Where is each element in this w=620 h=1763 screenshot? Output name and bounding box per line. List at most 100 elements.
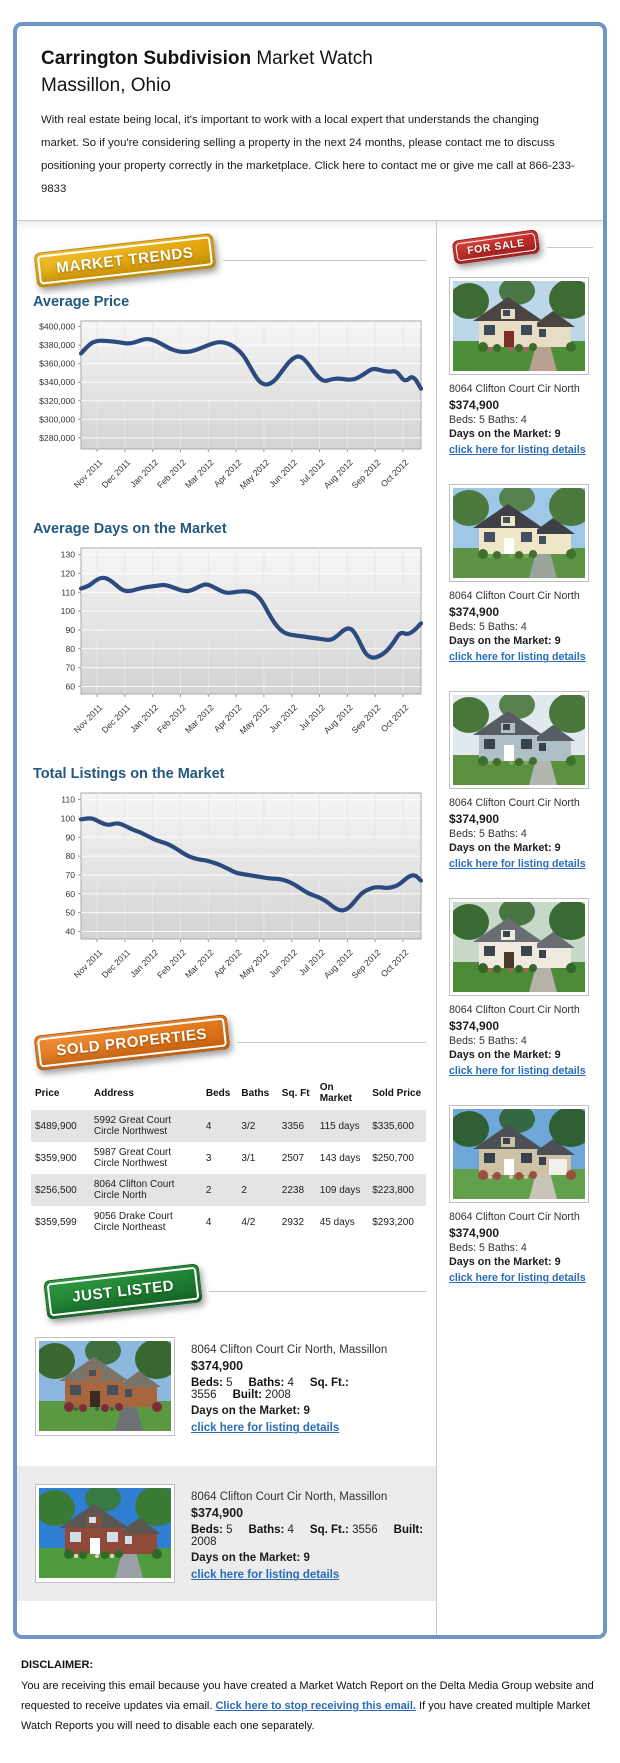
svg-text:May 2012: May 2012 [238,458,272,492]
listing-photo[interactable] [449,484,593,583]
just-listed-item: 8064 Clifton Court Cir North, Massillon … [31,1327,426,1446]
listing-price: $374,900 [449,1019,500,1034]
divider [222,260,426,262]
svg-text:Feb 2012: Feb 2012 [155,948,188,981]
listing-details-link[interactable]: click here for listing details [191,1422,340,1435]
listing-address: 8064 Clifton Court Cir North [449,797,580,810]
listing-price: $374,900 [191,1506,244,1521]
svg-text:Feb 2012: Feb 2012 [155,458,188,491]
listing-photo[interactable] [449,691,593,790]
for-sale-badge-label: FOR SALE [455,232,537,262]
listing-spec: Built: 2008 [191,1524,424,1549]
svg-text:Dec 2011: Dec 2011 [100,703,133,736]
listing-beds-baths: Beds: 5 Baths: 4 [449,621,527,634]
listing-beds-baths: Beds: 5 Baths: 4 [449,414,527,427]
table-cell: 3/1 [241,1152,256,1164]
column-header: On Market [319,1082,353,1105]
just-listed-badge-label: JUST LISTED [46,1267,200,1317]
svg-text:Aug 2012: Aug 2012 [322,703,355,736]
sidebar-listing: 8064 Clifton Court Cir North $374,900 Be… [449,898,593,1079]
listing-photo[interactable] [449,1105,593,1204]
sold-table-body: $489,900 5992 Great Court Circle Northwes… [31,1110,426,1238]
sidebar-listing: 8064 Clifton Court Cir North $374,900 Be… [449,277,593,458]
listing-details-link[interactable]: click here for listing details [191,1569,340,1582]
svg-text:Nov 2011: Nov 2011 [72,458,105,491]
listing-days-on-market: Days on the Market: 9 [191,1552,310,1565]
sold-properties-badge: SOLD PROPERTIES [33,1014,230,1072]
just-listed-item: 8064 Clifton Court Cir North, Massillon … [17,1466,436,1602]
just-listed-header-row: JUST LISTED [31,1263,426,1321]
divider [236,1042,426,1044]
house-photo-illustration [449,1105,593,1200]
sidebar-listing: 8064 Clifton Court Cir North $374,900 Be… [449,1105,593,1286]
table-cell: $359,900 [35,1152,77,1164]
svg-text:120: 120 [61,569,76,579]
svg-text:Oct 2012: Oct 2012 [379,948,411,980]
svg-text:70: 70 [65,663,75,673]
table-cell: 2 [205,1184,212,1196]
listing-price: $374,900 [449,605,500,620]
listing-photo[interactable] [35,1484,179,1584]
for-sale-listings: 8064 Clifton Court Cir North $374,900 Be… [447,277,593,1286]
listing-details-link[interactable]: click here for listing details [449,1272,586,1285]
table-cell: 109 days [319,1184,361,1196]
table-cell: 143 days [319,1152,361,1164]
chart-title: Average Price [33,294,130,311]
table-cell: 5992 Great Court Circle Northwest [93,1115,172,1138]
house-photo-illustration [449,898,593,993]
svg-text:Jun 2012: Jun 2012 [267,948,299,980]
svg-text:$400,000: $400,000 [39,322,75,332]
svg-text:Sep 2012: Sep 2012 [350,948,383,981]
listing-spec: Sq. Ft.: 3556 [191,1377,349,1402]
listing-days-on-market: Days on the Market: 9 [449,635,561,648]
table-row: $489,900 5992 Great Court Circle Northwes… [31,1110,426,1143]
just-listed-badge: JUST LISTED [43,1263,204,1321]
divider [209,1291,426,1293]
svg-text:May 2012: May 2012 [238,948,272,982]
table-cell: $256,500 [35,1184,77,1196]
svg-text:100: 100 [61,607,76,617]
svg-text:Jun 2012: Jun 2012 [267,458,299,490]
sold-properties-badge-label: SOLD PROPERTIES [36,1017,227,1068]
listing-photo[interactable] [35,1337,179,1437]
listing-days-on-market: Days on the Market: 9 [191,1405,310,1418]
listing-details-link[interactable]: click here for listing details [449,1065,586,1078]
svg-text:$360,000: $360,000 [39,359,75,369]
listing-address: 8064 Clifton Court Cir North, Massillon [191,1491,388,1504]
title-suffix: Market Watch [251,48,373,69]
sidebar-listing: 8064 Clifton Court Cir North $374,900 Be… [449,691,593,872]
listing-days-on-market: Days on the Market: 9 [449,428,561,441]
house-photo-illustration [35,1337,179,1432]
listing-price: $374,900 [449,398,500,413]
listing-text: 8064 Clifton Court Cir North, Massillon … [191,1484,424,1583]
svg-text:May 2012: May 2012 [238,703,272,737]
listing-details-link[interactable]: click here for listing details [449,651,586,664]
svg-text:Jun 2012: Jun 2012 [267,703,299,735]
listing-spec: Baths: 4 [248,1377,294,1390]
svg-text:110: 110 [61,795,75,805]
table-cell: 2238 [281,1184,305,1196]
listing-photo[interactable] [449,898,593,997]
svg-text:$340,000: $340,000 [39,378,75,388]
listing-beds-baths: Beds: 5 Baths: 4 [449,1035,527,1048]
listing-spec: Beds: 5 [191,1524,233,1537]
table-cell: 4/2 [241,1216,256,1228]
listing-details-link[interactable]: click here for listing details [449,444,586,457]
sold-properties-header-row: SOLD PROPERTIES [31,1014,426,1072]
unsubscribe-link[interactable]: Click here to stop receiving this email. [215,1700,416,1713]
intro-text: With real estate being local, it's impor… [41,114,575,195]
table-cell: 115 days [319,1120,360,1132]
svg-text:Dec 2011: Dec 2011 [100,948,133,981]
table-cell: 5987 Great Court Circle Northwest [93,1147,172,1170]
table-cell: 4 [205,1120,212,1132]
disclaimer-heading: DISCLAIMER: [21,1659,94,1672]
svg-text:90: 90 [65,625,75,635]
column-header: Sq. Ft [281,1087,310,1099]
listing-spec: Beds: 5 [191,1377,233,1390]
market-trends-badge: MARKET TRENDS [33,233,217,289]
listing-details-link[interactable]: click here for listing details [449,858,586,871]
listing-photo[interactable] [449,277,593,376]
listing-days-on-market: Days on the Market: 9 [449,1049,561,1062]
svg-text:60: 60 [65,682,75,692]
listing-address: 8064 Clifton Court Cir North [449,383,580,396]
